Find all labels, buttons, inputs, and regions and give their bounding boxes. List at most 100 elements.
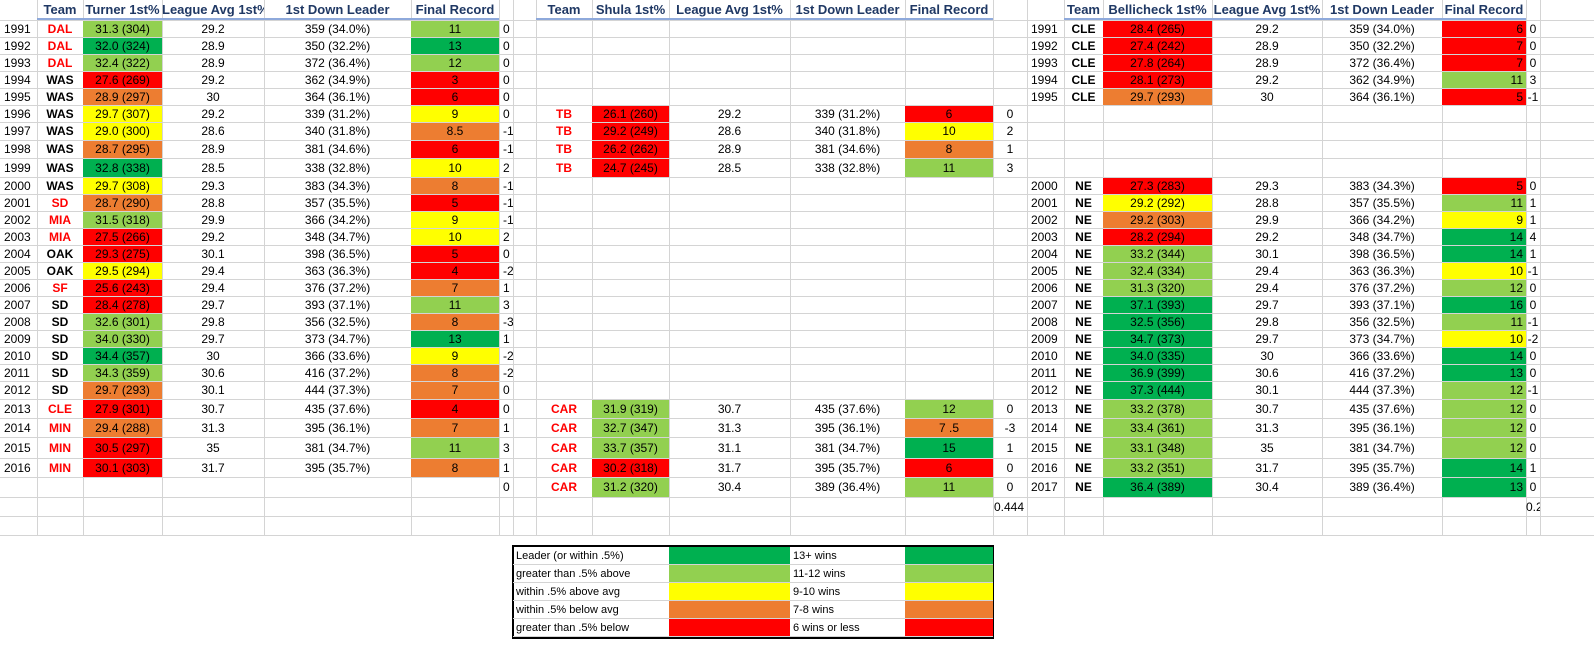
turner-avg-cell[interactable]: 35 — [206, 441, 220, 455]
bellichek-year-cell[interactable]: 2013 — [1031, 402, 1058, 416]
turner-avg-cell[interactable]: 28.6 — [201, 124, 225, 138]
bellichek-avg-cell[interactable]: 28.8 — [1255, 196, 1279, 210]
turner-avg-cell[interactable]: 30.1 — [201, 247, 225, 261]
turner-pct-cell[interactable]: 29.4 (288) — [83, 419, 162, 437]
bellichek-avg-cell[interactable]: 30 — [1260, 349, 1274, 363]
turner-leader-cell[interactable]: 357 (35.5%) — [304, 196, 371, 210]
turner-record-cell[interactable]: 5 — [411, 195, 499, 211]
shula-diff-cell[interactable]: 0 — [1006, 402, 1014, 416]
shula-diff-cell[interactable]: 1 — [1006, 142, 1014, 156]
bellichek-pct-cell[interactable]: 29.2 (292) — [1103, 195, 1212, 211]
bellichek-pct-cell[interactable]: 33.2 (351) — [1103, 459, 1212, 477]
turner-team-cell[interactable]: WAS — [46, 90, 74, 104]
turner-leader-cell[interactable]: 398 (36.5%) — [304, 247, 371, 261]
shula-team-cell[interactable]: CAR — [551, 480, 577, 494]
turner-record-cell[interactable]: 10 — [411, 229, 499, 245]
turner-avg-cell[interactable]: 28.9 — [201, 39, 225, 53]
bellichek-diff-cell[interactable]: 0 — [1529, 39, 1537, 53]
turner-record-cell[interactable]: 13 — [411, 331, 499, 347]
turner-diff-cell[interactable]: 0 — [503, 39, 510, 53]
turner-pct-cell[interactable]: 32.4 (322) — [83, 55, 162, 71]
turner-leader-cell[interactable]: 435 (37.6%) — [304, 402, 371, 416]
bellichek-year-cell[interactable]: 2008 — [1031, 315, 1058, 329]
turner-pct-cell[interactable]: 32.0 (324) — [83, 38, 162, 54]
bellichek-team-cell[interactable]: NE — [1075, 349, 1092, 363]
year-cell[interactable]: 2003 — [4, 230, 31, 244]
bellichek-pct-cell[interactable]: 37.3 (444) — [1103, 382, 1212, 399]
year-cell[interactable]: 2008 — [4, 315, 31, 329]
turner-team-cell[interactable]: SD — [51, 332, 69, 346]
shula-team-cell[interactable]: TB — [556, 124, 572, 138]
bellichek-pct-cell[interactable]: 34.7 (373) — [1103, 331, 1212, 347]
bellichek-team-cell[interactable]: NE — [1075, 281, 1092, 295]
bellichek-avg-cell[interactable]: 30.4 — [1255, 480, 1279, 494]
turner-team-cell[interactable]: SF — [52, 281, 68, 295]
turner-avg-cell[interactable]: 28.5 — [201, 161, 225, 175]
shula-leader-cell[interactable]: 389 (36.4%) — [814, 480, 881, 494]
turner-team-cell[interactable]: SD — [51, 298, 69, 312]
shula-header-3[interactable]: 1st Down Leader — [790, 0, 905, 20]
shula-avg-cell[interactable]: 28.9 — [717, 142, 742, 156]
bellichek-leader-cell[interactable]: 366 (33.6%) — [1349, 349, 1415, 363]
turner-pct-cell[interactable]: 27.6 (269) — [83, 72, 162, 88]
year-cell[interactable]: 2001 — [4, 196, 31, 210]
bellichek-header-3[interactable]: 1st Down Leader — [1322, 0, 1442, 20]
turner-team-cell[interactable]: OAK — [46, 264, 74, 278]
bellichek-leader-cell[interactable]: 350 (32.2%) — [1349, 39, 1415, 53]
turner-pct-cell[interactable]: 34.4 (357) — [83, 348, 162, 364]
bellichek-diff-cell[interactable]: -1 — [1527, 383, 1539, 397]
bellichek-year-cell[interactable]: 2000 — [1031, 179, 1058, 193]
year-cell[interactable]: 2014 — [4, 421, 31, 435]
turner-record-cell[interactable]: 7 — [411, 280, 499, 296]
bellichek-leader-cell[interactable]: 359 (34.0%) — [1349, 22, 1415, 36]
turner-record-cell[interactable]: 11 — [411, 438, 499, 458]
shula-diff-cell[interactable]: 0 — [1006, 461, 1014, 475]
bellichek-avg-cell[interactable]: 29.2 — [1255, 73, 1279, 87]
turner-leader-cell[interactable]: 393 (37.1%) — [304, 298, 371, 312]
turner-leader-cell[interactable]: 381 (34.7%) — [304, 441, 371, 455]
turner-team-cell[interactable]: WAS — [46, 142, 74, 156]
turner-leader-cell[interactable]: 348 (34.7%) — [304, 230, 371, 244]
bellichek-diff-cell[interactable]: -1 — [1527, 315, 1539, 329]
shula-record-cell[interactable]: 8 — [905, 141, 993, 158]
year-cell[interactable]: 2013 — [4, 402, 31, 416]
shula-record-cell[interactable]: 7 .5 — [905, 419, 993, 437]
turner-pct-cell[interactable]: 29.3 (275) — [83, 246, 162, 262]
turner-pct-cell[interactable]: 29.0 (300) — [83, 123, 162, 140]
bellichek-team-cell[interactable]: CLE — [1071, 73, 1096, 87]
turner-team-cell[interactable]: SD — [51, 196, 69, 210]
turner-diff-cell[interactable]: 0 — [503, 90, 510, 104]
bellichek-team-cell[interactable]: NE — [1075, 480, 1092, 494]
bellichek-record-cell[interactable]: 14 — [1442, 229, 1526, 245]
turner-diff-cell[interactable]: -2 — [503, 366, 513, 380]
turner-team-cell[interactable]: DAL — [47, 56, 73, 70]
turner-diff-cell[interactable]: -2 — [503, 349, 513, 363]
year-cell[interactable]: 2016 — [4, 461, 31, 475]
bellichek-record-cell[interactable]: 10 — [1442, 263, 1526, 279]
shula-record-cell[interactable]: 10 — [905, 123, 993, 140]
shula-team-cell[interactable]: CAR — [551, 402, 577, 416]
bellichek-avg-cell[interactable]: 30 — [1260, 90, 1274, 104]
bellichek-leader-cell[interactable]: 398 (36.5%) — [1349, 247, 1415, 261]
shula-pct-cell[interactable]: 26.1 (260) — [592, 106, 669, 122]
turner-leader-cell[interactable]: 416 (37.2%) — [304, 366, 371, 380]
bellichek-leader-cell[interactable]: 435 (37.6%) — [1349, 402, 1415, 416]
bellichek-record-cell[interactable]: 12 — [1442, 400, 1526, 418]
turner-leader-cell[interactable]: 340 (31.8%) — [304, 124, 371, 138]
bellichek-year-cell[interactable]: 1991 — [1031, 22, 1058, 36]
turner-pct-cell[interactable]: 30.5 (297) — [83, 438, 162, 458]
shula-team-cell[interactable]: CAR — [551, 461, 577, 475]
bellichek-year-cell[interactable]: 2017 — [1031, 480, 1058, 494]
turner-record-cell[interactable]: 11 — [411, 297, 499, 313]
shula-diff-cell[interactable]: -3 — [1004, 421, 1016, 435]
turner-team-cell[interactable]: SD — [51, 349, 69, 363]
bellichek-year-cell[interactable]: 2010 — [1031, 349, 1058, 363]
bellichek-avg-cell[interactable]: 30.7 — [1255, 402, 1279, 416]
turner-avg-cell[interactable]: 29.4 — [201, 281, 225, 295]
bellichek-record-cell[interactable]: 6 — [1442, 21, 1526, 37]
turner-diff-cell[interactable]: -1 — [503, 196, 513, 210]
turner-team-cell[interactable]: MIN — [49, 421, 71, 435]
turner-record-cell[interactable]: 12 — [411, 55, 499, 71]
bellichek-diff-cell[interactable]: 0 — [1529, 349, 1537, 363]
shula-record-cell[interactable]: 6 — [905, 459, 993, 477]
